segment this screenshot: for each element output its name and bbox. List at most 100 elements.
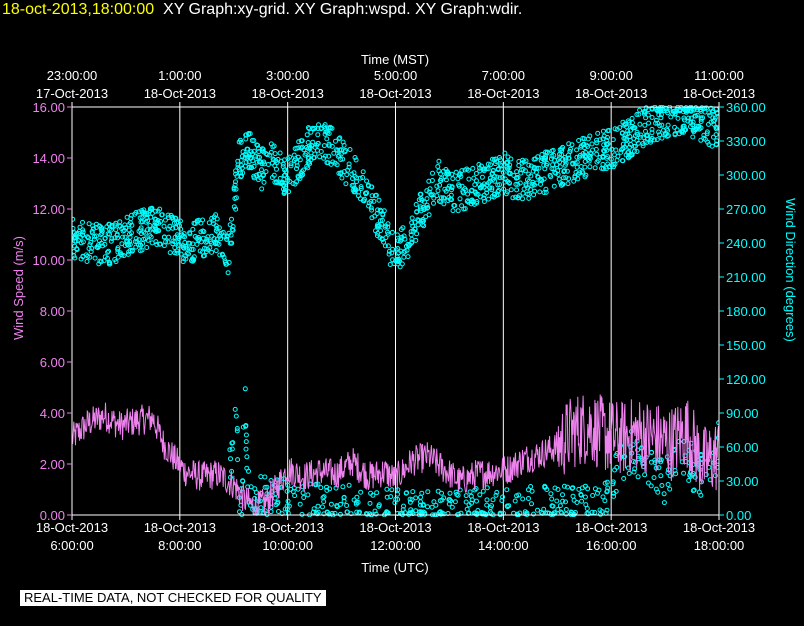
wind-direction-point xyxy=(703,105,709,111)
wind-direction-point xyxy=(333,138,338,144)
wind-direction-point xyxy=(632,459,638,465)
wind-direction-point xyxy=(469,497,475,503)
wind-direction-point xyxy=(315,126,321,132)
wind-direction-point xyxy=(618,149,624,155)
wind-direction-point xyxy=(235,162,241,168)
wind-direction-point xyxy=(620,130,625,136)
wind-direction-point xyxy=(585,136,591,142)
wind-direction-point xyxy=(234,426,240,431)
wind-direction-point xyxy=(550,162,556,168)
wind-direction-point xyxy=(291,158,297,163)
wind-direction-point xyxy=(550,511,556,517)
wind-direction-point xyxy=(136,228,142,234)
wind-direction-point xyxy=(269,175,275,180)
wind-direction-point xyxy=(613,147,619,153)
wind-direction-point xyxy=(336,170,342,176)
wind-direction-point xyxy=(448,192,454,198)
wind-direction-point xyxy=(409,236,415,242)
wind-direction-point xyxy=(274,179,279,185)
wind-direction-point xyxy=(613,488,619,494)
wind-direction-point xyxy=(600,161,606,167)
wind-direction-point xyxy=(409,215,415,221)
wind-direction-point xyxy=(292,493,298,499)
left-axis-label: Wind Speed (m/s) xyxy=(11,236,26,340)
grid-lines xyxy=(179,107,612,515)
wind-direction-point xyxy=(622,454,628,459)
wind-direction-point xyxy=(708,105,714,111)
wind-direction-point xyxy=(627,134,633,139)
wind-direction-point xyxy=(145,227,151,233)
wind-direction-point xyxy=(155,208,161,214)
wind-direction-point xyxy=(117,219,123,225)
wind-direction-point xyxy=(506,170,512,176)
wind-direction-point xyxy=(714,111,719,117)
wind-direction-point xyxy=(704,129,710,135)
wind-direction-point xyxy=(449,171,455,177)
right-axis-label: Wind Direction (degrees) xyxy=(783,198,798,342)
wind-direction-point xyxy=(622,121,628,127)
wind-direction-point xyxy=(137,248,143,254)
wind-direction-point xyxy=(558,182,564,188)
wind-direction-point xyxy=(196,235,202,240)
wind-direction-point xyxy=(592,165,598,171)
wind-direction-point xyxy=(349,171,355,177)
wind-direction-point xyxy=(612,467,618,473)
wind-direction-point xyxy=(707,112,713,118)
wind-direction-point xyxy=(159,212,165,218)
wind-direction-point xyxy=(98,232,104,238)
wind-direction-point xyxy=(532,188,538,194)
wind-direction-point xyxy=(165,226,171,232)
wind-direction-point xyxy=(470,165,476,171)
wind-direction-point xyxy=(265,162,271,167)
wind-direction-point xyxy=(451,203,457,208)
wind-direction-point xyxy=(631,125,637,131)
wind-direction-point xyxy=(408,232,414,238)
wind-direction-point xyxy=(274,500,280,506)
wind-direction-point xyxy=(541,190,547,196)
wind-direction-point xyxy=(600,128,606,134)
wind-direction-point xyxy=(180,233,186,239)
wind-direction-point xyxy=(551,183,557,189)
wind-direction-point xyxy=(308,150,314,156)
wind-direction-point xyxy=(499,167,505,173)
wind-direction-point xyxy=(646,120,652,126)
wind-direction-point xyxy=(258,474,264,480)
wind-direction-point xyxy=(368,490,374,496)
wind-direction-point xyxy=(565,152,571,158)
wind-direction-point xyxy=(570,493,576,499)
wind-direction-point xyxy=(581,141,587,147)
wind-direction-point xyxy=(521,186,527,192)
wind-direction-point xyxy=(314,147,320,153)
wind-direction-point xyxy=(337,135,343,141)
wind-direction-point xyxy=(209,249,215,255)
wind-direction-point xyxy=(233,413,239,419)
wind-direction-point xyxy=(570,160,576,166)
wind-direction-point xyxy=(447,196,453,202)
wind-direction-point xyxy=(302,152,308,158)
wind-direction-point xyxy=(595,490,600,496)
top-tick-time: 3:00:00 xyxy=(266,68,309,83)
wind-direction-point xyxy=(259,167,264,173)
wind-direction-point xyxy=(147,233,153,239)
wind-direction-point xyxy=(698,108,704,114)
wind-direction-point xyxy=(549,166,555,172)
wind-direction-point xyxy=(213,212,219,218)
wind-direction-point xyxy=(409,239,415,245)
wind-direction-point xyxy=(86,221,92,227)
wind-direction-point xyxy=(180,244,186,250)
wind-direction-point xyxy=(339,175,345,181)
wind-direction-point xyxy=(242,386,248,392)
wind-direction-point xyxy=(373,228,378,234)
wind-direction-point xyxy=(712,473,718,479)
wind-direction-point xyxy=(434,183,440,189)
wind-direction-point xyxy=(197,248,203,254)
wind-direction-point xyxy=(628,142,634,147)
wind-direction-point xyxy=(341,142,347,148)
wind-direction-point xyxy=(321,155,327,161)
wind-direction-point xyxy=(485,161,491,167)
wind-direction-point xyxy=(473,511,479,517)
wind-direction-point xyxy=(549,496,555,502)
wind-direction-point xyxy=(463,499,469,505)
wind-direction-point xyxy=(589,141,595,147)
wind-direction-point xyxy=(215,229,221,235)
